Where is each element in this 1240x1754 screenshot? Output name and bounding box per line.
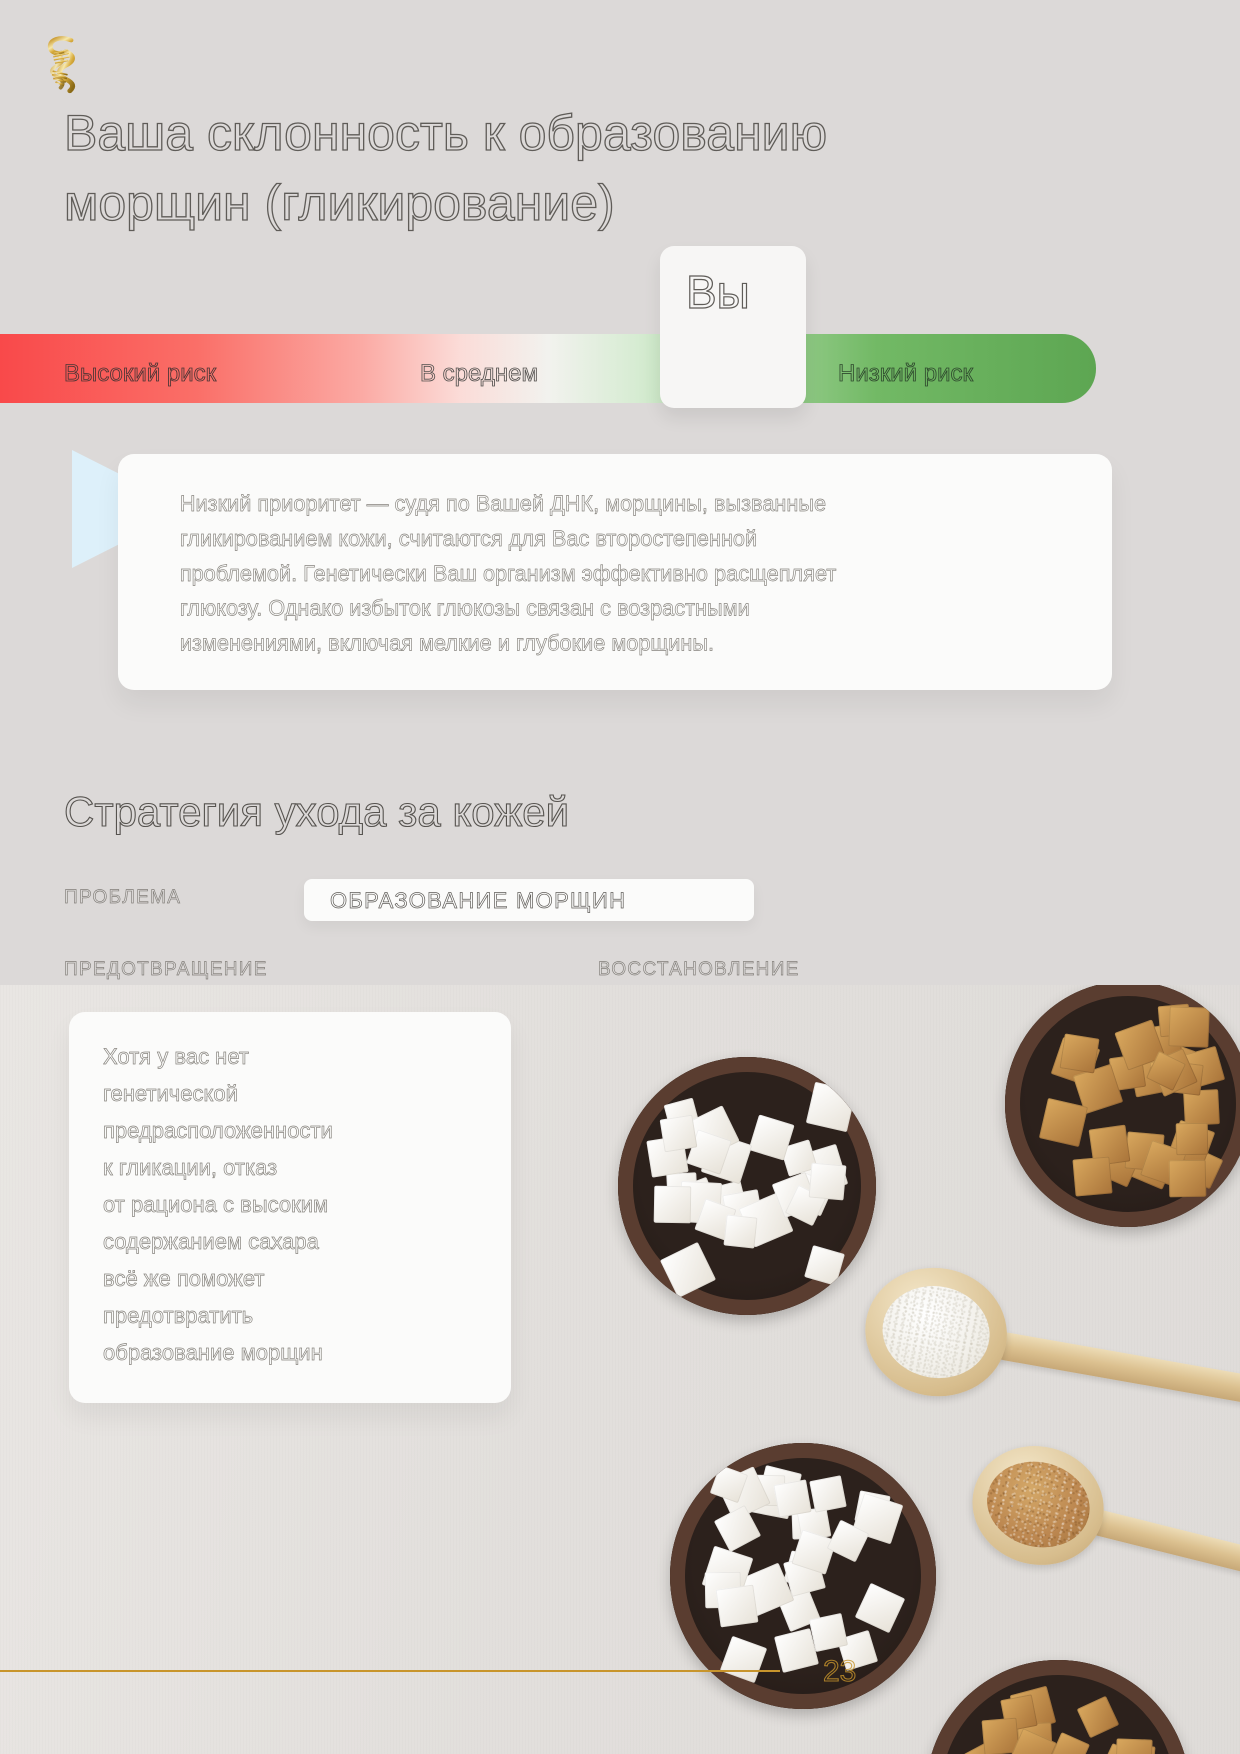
svg-text:ОБРАЗОВАНИЕ МОРЩИН: ОБРАЗОВАНИЕ МОРЩИН <box>330 888 626 913</box>
svg-text:глюкозу. Однако избыток глюкоз: глюкозу. Однако избыток глюкозы связан с… <box>180 596 750 621</box>
svg-text:Высокий риск: Высокий риск <box>64 360 217 387</box>
svg-text:всё же поможет: всё же поможет <box>103 1266 264 1291</box>
svg-text:изменениями, включая мелкие и: изменениями, включая мелкие и глубокие м… <box>180 631 714 656</box>
svg-text:ПРОБЛЕМА: ПРОБЛЕМА <box>64 887 181 908</box>
svg-text:Вы: Вы <box>686 266 750 318</box>
svg-text:Ваша склонность к образованию: Ваша склонность к образованию <box>64 105 827 161</box>
svg-text:проблемой. Генетически Ваш орг: проблемой. Генетически Ваш организм эффе… <box>180 561 836 586</box>
svg-text:предрасположенности: предрасположенности <box>103 1118 333 1143</box>
svg-text:В среднем: В среднем <box>420 360 538 387</box>
svg-text:Стратегия ухода за кожей: Стратегия ухода за кожей <box>64 788 569 835</box>
svg-text:предотвратить: предотвратить <box>103 1303 253 1328</box>
svg-text:Низкий приоритет — судя по Ваш: Низкий приоритет — судя по Вашей ДНК, мо… <box>180 492 826 516</box>
svg-text:23: 23 <box>823 1656 856 1688</box>
svg-text:к гликации, отказ: к гликации, отказ <box>103 1155 277 1180</box>
svg-text:от рациона с высоким: от рациона с высоким <box>103 1192 328 1217</box>
svg-text:Низкий риск: Низкий риск <box>838 360 973 387</box>
svg-text:Хотя у вас нет: Хотя у вас нет <box>103 1044 249 1069</box>
svg-text:ВОССТАНОВЛЕНИЕ: ВОССТАНОВЛЕНИЕ <box>598 959 800 980</box>
svg-text:образование морщин: образование морщин <box>103 1340 323 1365</box>
svg-text:ПРЕДОТВРАЩЕНИЕ: ПРЕДОТВРАЩЕНИЕ <box>64 959 268 980</box>
svg-text:генетической: генетической <box>103 1081 238 1106</box>
svg-text:гликированием кожи, считаются: гликированием кожи, считаются для Вас вт… <box>180 526 757 551</box>
svg-text:морщин (гликирование): морщин (гликирование) <box>64 175 615 231</box>
svg-text:содержанием сахара: содержанием сахара <box>103 1229 320 1254</box>
